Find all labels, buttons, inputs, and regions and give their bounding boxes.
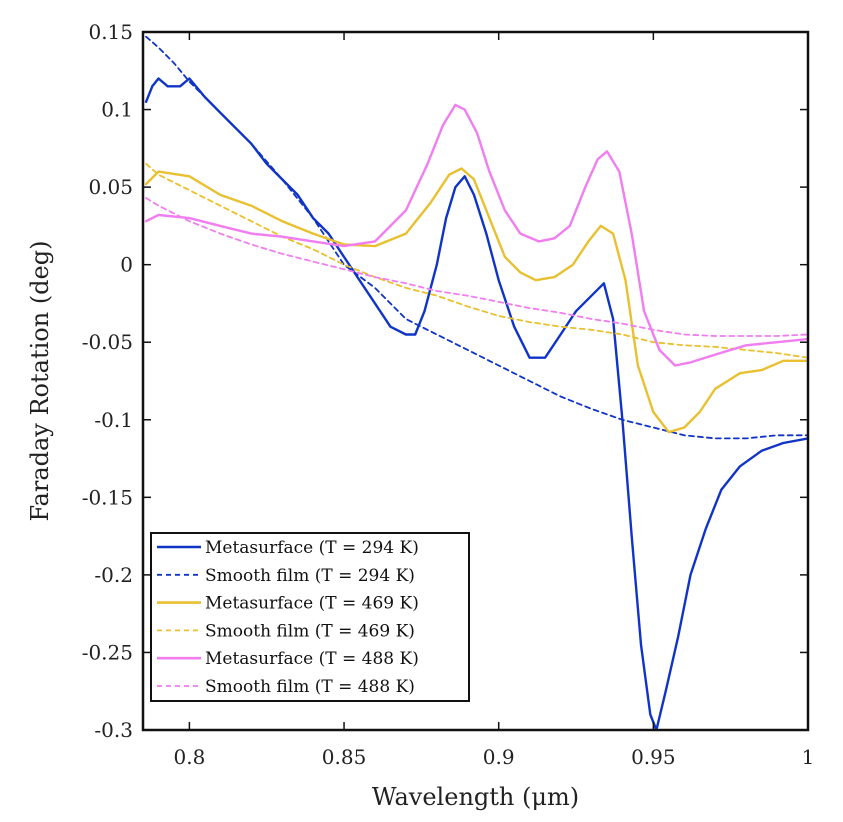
legend-label-2: Smooth film (T = 294 K) — [205, 566, 415, 586]
y-tick-label: -0.1 — [94, 408, 133, 432]
legend-label-5: Metasurface (T = 488 K) — [205, 649, 419, 669]
series-line-5 — [144, 103, 808, 367]
y-tick-label: -0.15 — [82, 485, 133, 509]
legend: Metasurface (T = 294 K) Smooth film (T = … — [150, 532, 470, 702]
y-tick-label: -0.2 — [94, 563, 133, 587]
x-tick-label: 1 — [802, 745, 815, 769]
series-line-4 — [145, 162, 808, 359]
y-tick-label: 0.1 — [101, 98, 133, 122]
x-tick-label: 0.8 — [173, 745, 205, 769]
y-tick-label: -0.05 — [82, 330, 133, 354]
tick-labels-layer: 0.8 0.85 0.9 0.95 1 0.15 0.1 0.05 0 -0.05 -0.1 -0.1… — [82, 20, 815, 769]
legend-frame — [150, 532, 470, 702]
x-tick-label: 0.95 — [631, 745, 676, 769]
x-axis-label: Wavelength (μm) — [372, 783, 579, 811]
series-line-2 — [145, 35, 808, 440]
x-tick-label: 0.85 — [322, 745, 367, 769]
y-tick-label: 0.05 — [88, 175, 133, 199]
legend-label-4: Smooth film (T = 469 K) — [205, 621, 415, 641]
y-tick-label: -0.3 — [94, 718, 133, 742]
y-tick-label: 0.15 — [88, 20, 133, 44]
legend-label-1: Metasurface (T = 294 K) — [205, 538, 419, 558]
y-tick-label: -0.25 — [82, 640, 133, 664]
series-line-6 — [145, 197, 808, 337]
y-tick-label: 0 — [120, 253, 133, 277]
legend-label-6: Smooth film (T = 488 K) — [205, 677, 415, 697]
axes-frame — [141, 30, 810, 732]
y-axis-label: Faraday Rotation (deg) — [26, 241, 54, 522]
x-tick-label: 0.9 — [483, 745, 515, 769]
series-layer — [144, 35, 808, 730]
legend-label-3: Metasurface (T = 469 K) — [205, 594, 419, 614]
series-line-3 — [144, 167, 808, 434]
plot-area — [141, 30, 810, 732]
